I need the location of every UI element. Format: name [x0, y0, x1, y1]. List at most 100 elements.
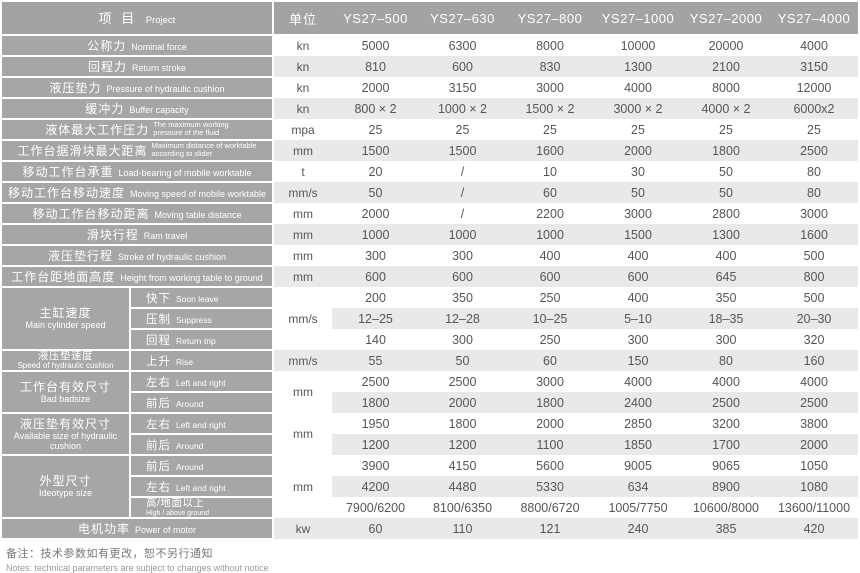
row-label-zh: 移动工作台移动距离: [32, 206, 150, 221]
value-cell: 60: [506, 350, 594, 371]
value-cell: 200: [332, 287, 419, 308]
value-cell: 250: [506, 287, 594, 308]
value-cell: 800: [770, 266, 858, 287]
value-cell: 140: [332, 329, 419, 350]
value-cell: 10000: [594, 35, 682, 56]
row-label-en: Soon leave: [176, 293, 219, 304]
value-cell: 1500: [594, 224, 682, 245]
row-label-zh: 回程力: [87, 59, 127, 74]
value-cell: 7900/6200: [332, 497, 419, 518]
value-cell: 420: [770, 518, 858, 539]
row-label-zh: 滑块行程: [86, 227, 139, 242]
value-cell: 1600: [506, 140, 594, 161]
value-cell: 600: [506, 266, 594, 287]
row-label-en: Height from working table to ground: [120, 272, 263, 283]
value-cell: 500: [770, 245, 858, 266]
row-label-en: Around: [176, 461, 204, 472]
row-sublabel: 前后 Around: [130, 434, 274, 456]
row-label-zh: 前后: [146, 460, 171, 473]
value-cell: 8000: [682, 77, 770, 98]
value-cell: 1600: [770, 224, 858, 245]
row-sublabel: 前后 Around: [130, 392, 274, 414]
row-label: 滑块行程 Ram travel: [2, 224, 274, 246]
value-cell: 810: [332, 56, 419, 77]
value-cell: 2500: [770, 392, 858, 413]
value-cell: 10: [506, 161, 594, 182]
unit-cell: mm/s: [273, 350, 332, 371]
table-row: 回程 Return trip 140 300 250 300 300 320: [2, 329, 858, 351]
unit-cell: mm: [273, 266, 332, 287]
row-label-en: Maximum distance of worktable according t…: [151, 141, 257, 159]
row-label: 移动工作台承重 Load-bearing of mobile worktable: [2, 161, 274, 183]
value-cell: 20: [332, 161, 419, 182]
value-cell: 1500: [419, 140, 506, 161]
value-cell: 50: [419, 350, 506, 371]
value-cell: 9065: [682, 455, 770, 476]
value-cell: 2500: [770, 140, 858, 161]
value-cell: 4000 × 2: [682, 98, 770, 119]
row-label-en: Rise: [176, 356, 194, 367]
value-cell: 600: [419, 56, 506, 77]
value-cell: 10–25: [506, 308, 594, 329]
column-header-model: YS27–500: [332, 2, 419, 36]
value-cell: 20000: [682, 35, 770, 56]
row-label-en: Buffer capacity: [129, 104, 189, 115]
value-cell: 300: [682, 329, 770, 350]
group-label-en: Ideotype size: [38, 488, 93, 499]
value-cell: 4000: [594, 77, 682, 98]
value-cell: 600: [419, 266, 506, 287]
value-cell: 1000: [419, 224, 506, 245]
value-cell: 1000: [506, 224, 594, 245]
group-label-en: Speed of hydraulic cushion: [17, 360, 114, 370]
row-label-en: The maximum working pressure of the fluid: [153, 120, 229, 138]
row-label-zh: 液压垫行程: [47, 248, 113, 263]
row-label-zh: 工作台据滑块最大距离: [17, 143, 148, 158]
group-label-en: Main cylinder speed: [25, 320, 106, 331]
row-label-zh: 回程: [146, 334, 171, 347]
row-label-en: Moving table distance: [154, 209, 242, 220]
row-sublabel: 快下 Soon leave: [130, 287, 274, 309]
value-cell: 3900: [332, 455, 419, 476]
row-label: 工作台据滑块最大距离 Maximum distance of worktable a…: [2, 140, 274, 162]
value-cell: 634: [594, 476, 682, 497]
value-cell: 2500: [682, 392, 770, 413]
table-row: 左右 Left and right 4200 4480 5330 634 8900 1080: [2, 476, 858, 498]
value-cell: 3000: [506, 371, 594, 392]
unit-cell: mm: [273, 371, 332, 413]
value-cell: 2500: [419, 371, 506, 392]
row-label-en: Return trip: [176, 335, 216, 346]
row-sublabel: 高/地面以上 High / above ground: [130, 497, 274, 519]
row-label-en: Moving speed of mobile worktable: [129, 188, 267, 199]
value-cell: 5330: [506, 476, 594, 497]
column-header-project: 项 目 Project: [2, 2, 274, 36]
unit-cell: mm: [273, 413, 332, 455]
group-label-zh: 工作台有效尺寸: [19, 379, 111, 394]
value-cell: 2200: [506, 203, 594, 224]
table-row: 压制 Suppress 12–25 12–28 10–25 5–10 18–35 20–30: [2, 308, 858, 330]
value-cell: 3800: [770, 413, 858, 434]
group-label: 主缸速度 Main cylinder speed: [2, 287, 131, 351]
column-header-model: YS27–630: [419, 2, 506, 36]
row-label-en: Pressure of hydraulic cushion: [106, 83, 225, 94]
value-cell: 3150: [419, 77, 506, 98]
column-header-model: YS27–1000: [594, 2, 682, 36]
value-cell: 25: [770, 119, 858, 140]
value-cell: 4480: [419, 476, 506, 497]
value-cell: 300: [332, 245, 419, 266]
row-label-en: Around: [176, 398, 204, 409]
value-cell: 3000: [594, 203, 682, 224]
value-cell: 1300: [682, 224, 770, 245]
value-cell: 800 × 2: [332, 98, 419, 119]
value-cell: 240: [594, 518, 682, 539]
value-cell: 160: [770, 350, 858, 371]
value-cell: 8000: [506, 35, 594, 56]
value-cell: 250: [506, 329, 594, 350]
column-header-model: YS27–4000: [770, 2, 858, 36]
group-label-zh: 液压垫速度: [38, 350, 93, 362]
row-label-zh: 上升: [146, 355, 171, 368]
value-cell: 25: [594, 119, 682, 140]
value-cell: 150: [594, 350, 682, 371]
value-cell: 25: [332, 119, 419, 140]
row-label-zh: 快下: [146, 292, 171, 305]
value-cell: 2000: [770, 434, 858, 455]
